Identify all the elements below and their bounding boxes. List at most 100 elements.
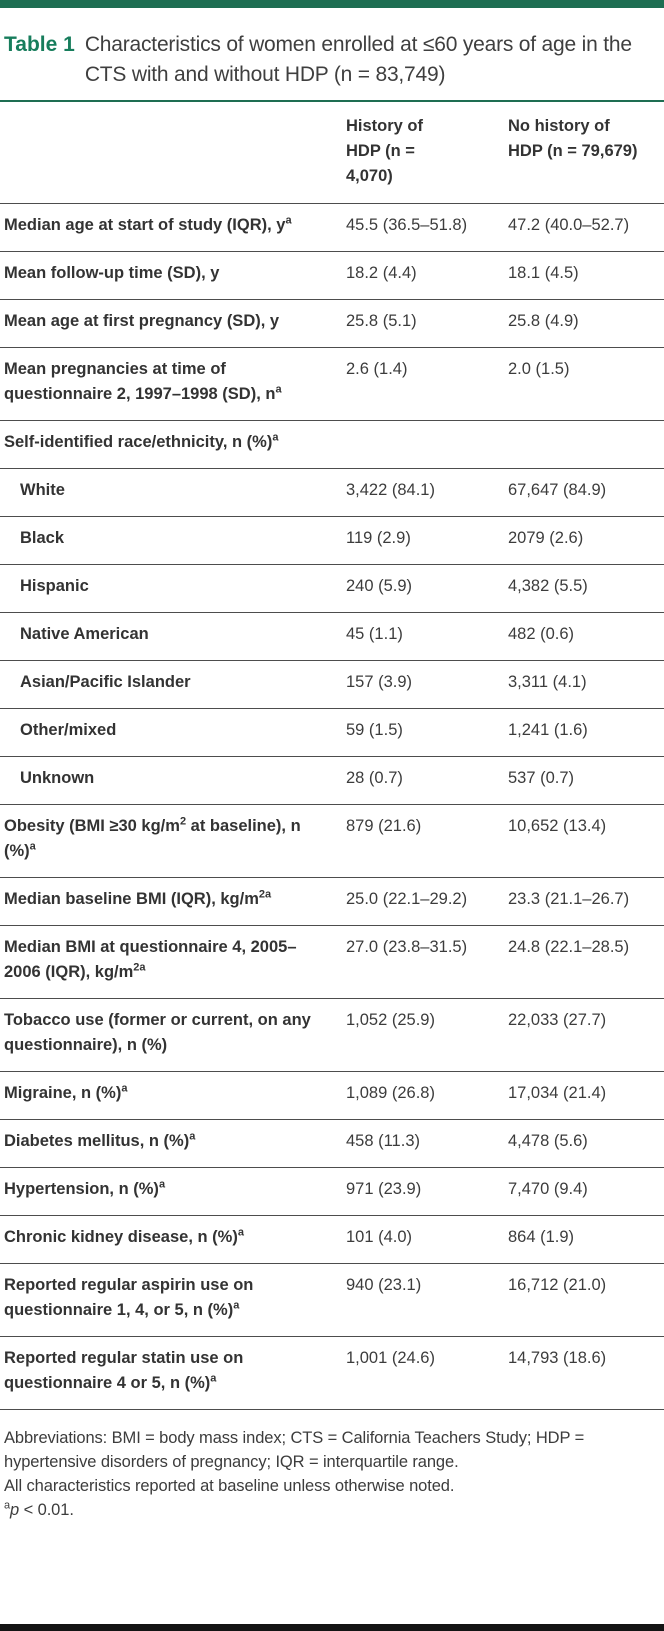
row-label: Median age at start of study (IQR), ya	[4, 214, 292, 234]
hdp-value	[346, 421, 508, 468]
table-row: Median BMI at questionnaire 4, 2005–2006…	[0, 926, 664, 999]
table-row: Other/mixed 59 (1.5) 1,241 (1.6)	[0, 709, 664, 757]
table-row: White 3,422 (84.1) 67,647 (84.9)	[0, 469, 664, 517]
hdp-value: 18.2 (4.4)	[346, 264, 417, 282]
hdp-value: 45 (1.1)	[346, 625, 403, 643]
row-label: Black	[20, 529, 65, 547]
hdp-value: 240 (5.9)	[346, 577, 413, 595]
no-hdp-value: 482 (0.6)	[508, 625, 575, 643]
no-hdp-value: 18.1 (4.5)	[508, 264, 579, 282]
no-hdp-value: 14,793 (18.6)	[508, 1349, 607, 1367]
table-number-label: Table 1	[4, 33, 75, 56]
table-body: Median age at start of study (IQR), ya 4…	[0, 204, 664, 1410]
hdp-value: 1,089 (26.8)	[346, 1084, 435, 1102]
no-hdp-value	[508, 421, 664, 468]
hdp-value: 940 (23.1)	[346, 1276, 422, 1294]
caption-divider-rule	[0, 100, 664, 102]
row-label: Chronic kidney disease, n (%)a	[4, 1226, 244, 1246]
footnote: Abbreviations: BMI = body mass index; CT…	[4, 1429, 585, 1471]
row-label: Tobacco use (former or current, on any q…	[4, 1011, 311, 1054]
row-label: Hypertension, n (%)a	[4, 1178, 166, 1198]
hdp-value: 879 (21.6)	[346, 817, 422, 835]
row-label: Mean follow-up time (SD), y	[4, 264, 220, 282]
table-row: Hispanic 240 (5.9) 4,382 (5.5)	[0, 565, 664, 613]
no-hdp-value: 864 (1.9)	[508, 1228, 575, 1246]
row-label: Reported regular statin use on questionn…	[4, 1349, 244, 1392]
hdp-value: 45.5 (36.5–51.8)	[346, 216, 468, 234]
header-no-hdp-column: No history of HDP (n = 79,679)	[508, 117, 638, 160]
table-row: Reported regular statin use on questionn…	[0, 1337, 664, 1410]
table-row: Mean follow-up time (SD), y 18.2 (4.4) 1…	[0, 252, 664, 300]
table-row: Reported regular aspirin use on question…	[0, 1264, 664, 1337]
no-hdp-value: 67,647 (84.9)	[508, 481, 607, 499]
no-hdp-value: 24.8 (22.1–28.5)	[508, 938, 630, 956]
row-label: Migraine, n (%)a	[4, 1082, 128, 1102]
row-label: Mean pregnancies at time of questionnair…	[4, 360, 282, 403]
table-row: Black 119 (2.9) 2079 (2.6)	[0, 517, 664, 565]
hdp-value: 25.0 (22.1–29.2)	[346, 890, 468, 908]
table-row: Chronic kidney disease, n (%)a 101 (4.0)…	[0, 1216, 664, 1264]
table-row: Mean pregnancies at time of questionnair…	[0, 348, 664, 421]
hdp-value: 25.8 (5.1)	[346, 312, 417, 330]
hdp-value: 157 (3.9)	[346, 673, 413, 691]
row-label: Median BMI at questionnaire 4, 2005–2006…	[4, 938, 297, 981]
no-hdp-value: 1,241 (1.6)	[508, 721, 588, 739]
row-label: White	[20, 481, 65, 499]
no-hdp-value: 22,033 (27.7)	[508, 1011, 607, 1029]
table-row: Tobacco use (former or current, on any q…	[0, 999, 664, 1072]
no-hdp-value: 25.8 (4.9)	[508, 312, 579, 330]
hdp-value: 1,001 (24.6)	[346, 1349, 435, 1367]
footnote: All characteristics reported at baseline…	[4, 1477, 455, 1495]
no-hdp-value: 4,478 (5.6)	[508, 1132, 588, 1150]
no-hdp-value: 3,311 (4.1)	[508, 673, 587, 691]
row-label: Obesity (BMI ≥30 kg/m2 at baseline), n (…	[4, 815, 301, 860]
table-row: Median baseline BMI (IQR), kg/m2a 25.0 (…	[0, 878, 664, 926]
characteristics-table: History of HDP (n = 4,070) No history of…	[0, 102, 664, 1410]
top-accent-bar	[0, 0, 664, 8]
bottom-rule-bar	[0, 1624, 664, 1631]
row-label: Median baseline BMI (IQR), kg/m2a	[4, 888, 272, 908]
no-hdp-value: 17,034 (21.4)	[508, 1084, 607, 1102]
hdp-value: 28 (0.7)	[346, 769, 403, 787]
table-row: Median age at start of study (IQR), ya 4…	[0, 204, 664, 252]
footnote: ap < 0.01.	[4, 1499, 74, 1519]
no-hdp-value: 4,382 (5.5)	[508, 577, 588, 595]
table-row: Migraine, n (%)a 1,089 (26.8) 17,034 (21…	[0, 1072, 664, 1120]
no-hdp-value: 2.0 (1.5)	[508, 360, 570, 378]
row-label: Asian/Pacific Islander	[20, 673, 191, 691]
hdp-value: 119 (2.9)	[346, 529, 411, 547]
table-row: Self-identified race/ethnicity, n (%)a	[0, 421, 664, 469]
table-title: Characteristics of women enrolled at ≤60…	[84, 33, 632, 86]
no-hdp-value: 16,712 (21.0)	[508, 1276, 607, 1294]
header-empty-cell	[0, 102, 346, 203]
table-row: Diabetes mellitus, n (%)a 458 (11.3) 4,4…	[0, 1120, 664, 1168]
row-label: Unknown	[20, 769, 95, 787]
no-hdp-value: 537 (0.7)	[508, 769, 575, 787]
hdp-value: 1,052 (25.9)	[346, 1011, 435, 1029]
row-label: Diabetes mellitus, n (%)a	[4, 1130, 196, 1150]
hdp-value: 458 (11.3)	[346, 1132, 420, 1150]
hdp-value: 971 (23.9)	[346, 1180, 422, 1198]
table-row: Hypertension, n (%)a 971 (23.9) 7,470 (9…	[0, 1168, 664, 1216]
no-hdp-value: 10,652 (13.4)	[508, 817, 607, 835]
table-header-row: History of HDP (n = 4,070) No history of…	[0, 102, 664, 204]
header-hdp-column: History of HDP (n = 4,070)	[346, 117, 424, 185]
hdp-value: 2.6 (1.4)	[346, 360, 408, 378]
table-row: Obesity (BMI ≥30 kg/m2 at baseline), n (…	[0, 805, 664, 878]
row-label: Other/mixed	[20, 721, 117, 739]
hdp-value: 59 (1.5)	[346, 721, 403, 739]
table-row: Unknown 28 (0.7) 537 (0.7)	[0, 757, 664, 805]
table-caption: Table 1 Characteristics of women enrolle…	[0, 8, 664, 100]
table-row: Native American 45 (1.1) 482 (0.6)	[0, 613, 664, 661]
no-hdp-value: 2079 (2.6)	[508, 529, 584, 547]
row-label: Native American	[20, 625, 149, 643]
table-row: Mean age at first pregnancy (SD), y 25.8…	[0, 300, 664, 348]
no-hdp-value: 7,470 (9.4)	[508, 1180, 588, 1198]
no-hdp-value: 23.3 (21.1–26.7)	[508, 890, 630, 908]
table-footnotes: Abbreviations: BMI = body mass index; CT…	[0, 1410, 664, 1522]
row-label: Hispanic	[20, 577, 89, 595]
row-label: Self-identified race/ethnicity, n (%)a	[4, 431, 279, 451]
no-hdp-value: 47.2 (40.0–52.7)	[508, 216, 630, 234]
hdp-value: 27.0 (23.8–31.5)	[346, 938, 468, 956]
